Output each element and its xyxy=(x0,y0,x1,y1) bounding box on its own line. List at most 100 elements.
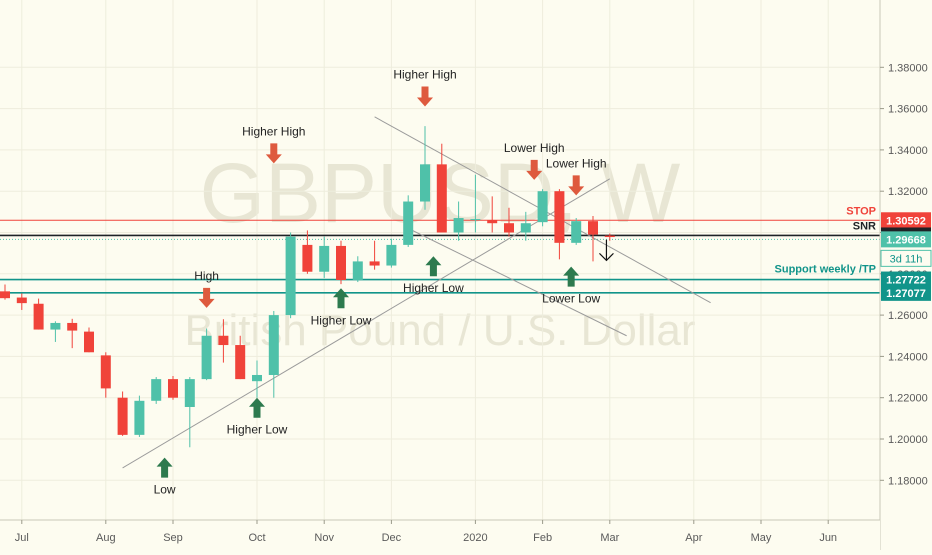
watermark-description: British Pound / U.S. Dollar xyxy=(184,306,695,355)
candle-body xyxy=(319,245,330,272)
candle-body xyxy=(386,244,397,266)
candle-body xyxy=(571,221,582,243)
arrow-up-icon xyxy=(563,266,580,287)
candle-body xyxy=(84,331,94,353)
candle-body xyxy=(33,303,44,330)
annotation-label: Lower High xyxy=(504,141,565,155)
time-tick-label: May xyxy=(751,532,772,544)
price-tick-label: 1.20000 xyxy=(888,434,928,446)
price-tick-label: 1.24000 xyxy=(888,351,928,363)
candle-body xyxy=(588,221,598,235)
annotation-label: Higher Low xyxy=(403,281,464,295)
annotation-label: Low xyxy=(154,483,176,497)
candle-body xyxy=(168,379,178,398)
time-tick-label: 2020 xyxy=(463,532,487,544)
time-tick-label: Jun xyxy=(819,532,837,544)
time-tick-label: Oct xyxy=(248,532,265,544)
stop-price-badge-label: 1.30592 xyxy=(886,215,926,227)
candle-body xyxy=(218,335,229,346)
time-tick-label: Mar xyxy=(600,532,619,544)
candle-body xyxy=(252,374,262,382)
price-tick-label: 1.18000 xyxy=(888,475,928,487)
arrow-down-icon xyxy=(568,175,585,196)
candles xyxy=(0,126,615,448)
arrow-up-icon xyxy=(249,397,265,418)
annotation-label: Lower Low xyxy=(542,292,600,306)
candle-body xyxy=(302,244,313,272)
time-tick-label: Sep xyxy=(163,532,183,544)
snr-label: SNR xyxy=(853,220,876,232)
arrow-shape xyxy=(425,256,442,277)
candle-body xyxy=(403,201,414,245)
annotation-label: Higher Low xyxy=(311,313,372,327)
candle-body xyxy=(184,379,195,407)
arrow-shape xyxy=(333,288,349,309)
price-tick-label: 1.26000 xyxy=(888,310,928,322)
support-lower-price-badge xyxy=(881,284,931,301)
arrow-shape xyxy=(249,397,265,418)
arrow-down-icon xyxy=(198,287,215,308)
support-lower-price-badge-label: 1.27077 xyxy=(886,288,926,300)
time-axis-panel xyxy=(0,520,880,550)
time-tick-label: Nov xyxy=(314,532,334,544)
candle-body xyxy=(453,218,464,233)
time-tick-label: Feb xyxy=(533,532,552,544)
arrow-shape xyxy=(568,175,585,196)
arrow-shape xyxy=(156,457,173,478)
time-tick-label: Aug xyxy=(96,532,116,544)
candle-body xyxy=(470,219,481,221)
countdown-badge-label: 3d 11h xyxy=(890,253,923,265)
support-label: Support weekly /TP xyxy=(775,264,876,276)
current-price-badge xyxy=(881,231,931,248)
arrow-up-icon xyxy=(156,457,173,478)
candle-body xyxy=(235,345,246,380)
annotation-label: High xyxy=(194,269,219,283)
stop-price-badge xyxy=(881,212,931,229)
annotations: Higher High High Low Higher Low Higher Low Hi… xyxy=(154,68,614,497)
arrow-down-icon xyxy=(265,143,282,164)
candle-body xyxy=(436,164,447,233)
arrow-shape xyxy=(563,266,580,287)
arrow-shape xyxy=(265,143,282,164)
arrow-shape xyxy=(526,159,543,180)
support-upper-price-badge xyxy=(881,271,931,288)
time-tick-label: Dec xyxy=(382,532,402,544)
candle-body xyxy=(151,379,162,401)
candle-body xyxy=(50,322,61,330)
candle-body xyxy=(537,191,548,223)
price-tick-label: 1.38000 xyxy=(888,62,928,74)
candle-body xyxy=(554,191,565,243)
price-tick-label: 1.32000 xyxy=(888,186,928,198)
arrow-shape xyxy=(198,287,215,308)
support-upper-price-badge-label: 1.27722 xyxy=(886,275,926,287)
stop-label: STOP xyxy=(846,205,876,217)
candle-body xyxy=(487,220,498,224)
arrow-down-icon xyxy=(417,86,433,107)
candle-body xyxy=(100,355,111,389)
arrow-shape xyxy=(417,86,433,107)
candle-body xyxy=(336,245,346,280)
candle-body xyxy=(420,164,430,202)
candle-body xyxy=(369,261,380,266)
annotation-label: Lower High xyxy=(546,156,607,170)
time-tick-label: Apr xyxy=(685,532,702,544)
trendline xyxy=(407,227,627,337)
candle-body xyxy=(16,297,27,304)
current-price-badge-label: 1.29668 xyxy=(886,234,926,246)
price-tick-label: 1.34000 xyxy=(888,145,928,157)
candle-body xyxy=(604,235,615,238)
candle-body xyxy=(134,400,145,435)
annotation-label: Higher High xyxy=(242,124,305,138)
candle-body xyxy=(520,223,531,233)
countdown-badge xyxy=(880,249,932,267)
projection-arrow-icon xyxy=(599,239,614,262)
price-tick-label: 1.36000 xyxy=(888,104,928,116)
candle-body xyxy=(268,315,279,375)
candle-body xyxy=(504,223,514,233)
projection-arrow-head xyxy=(599,252,614,262)
arrow-up-icon xyxy=(333,288,349,309)
time-tick-label: Jul xyxy=(15,532,29,544)
